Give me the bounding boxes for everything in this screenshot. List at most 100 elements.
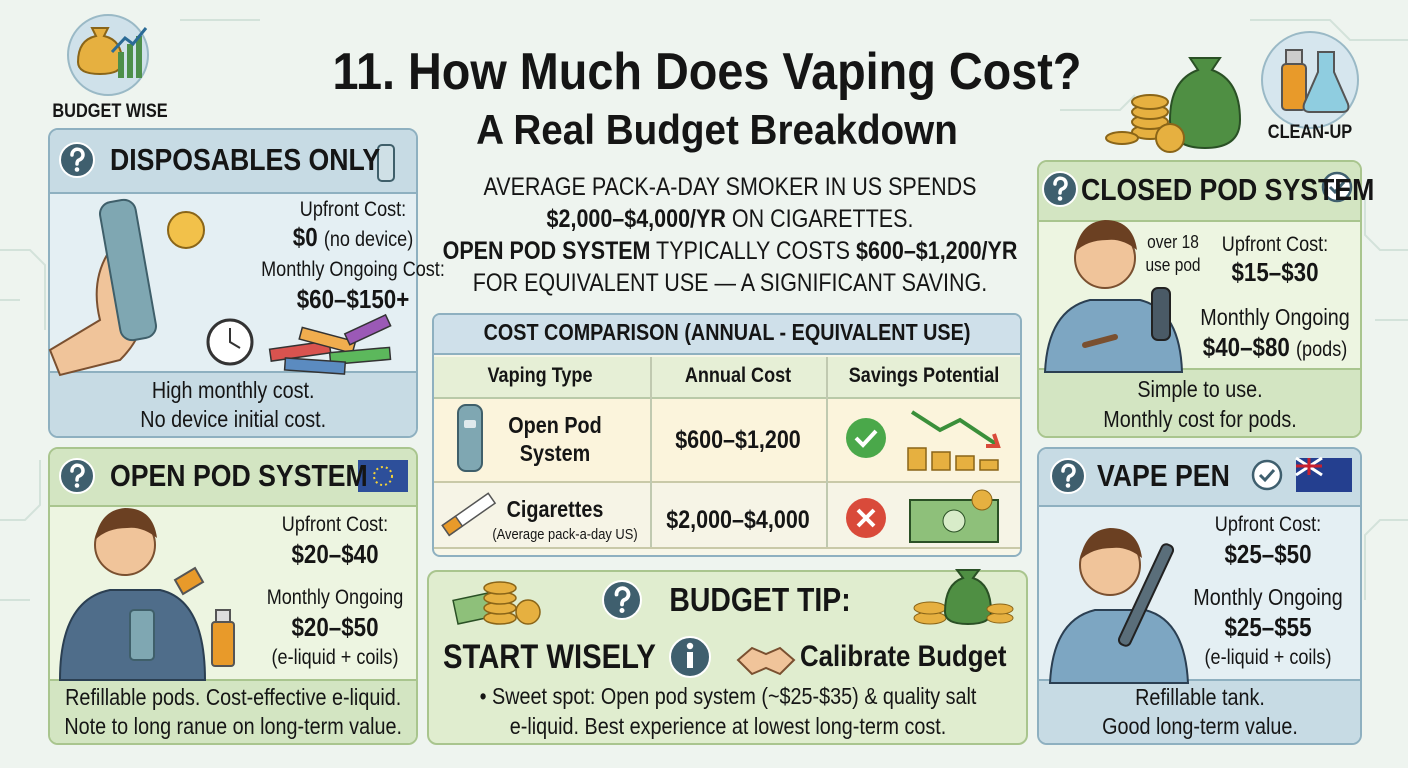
tip-right: Calibrate Budget <box>800 640 1007 673</box>
g-shape <box>1105 94 1185 153</box>
circle-shape <box>74 483 80 488</box>
card-footer <box>1039 679 1360 743</box>
path-shape <box>1296 458 1322 475</box>
card <box>1037 447 1362 745</box>
circle-shape <box>1251 459 1283 491</box>
rect-shape <box>377 144 395 182</box>
check-badge <box>1321 171 1353 203</box>
intro-line: AVERAGE PACK-A-DAY SMOKER IN US SPENDS <box>429 172 1031 202</box>
table-title: COST COMPARISON (ANNUAL - EQUIVALENT USE… <box>483 319 971 346</box>
rect-shape <box>343 313 392 346</box>
path-shape <box>986 433 1001 448</box>
card-footer-text: Simple to use. <box>1136 376 1263 403</box>
path-shape <box>1328 180 1346 195</box>
column-header: Savings Potential <box>848 364 1000 388</box>
side-label: over 18 <box>1147 232 1199 253</box>
rect-shape <box>907 447 927 471</box>
cost-label: Upfront Cost: <box>1214 513 1322 537</box>
tip-left: START WISELY <box>443 637 656 676</box>
card-footer <box>50 371 416 436</box>
card-footer-text: Monthly cost for pods. <box>1102 406 1297 433</box>
cost-value: $25–$55 <box>1139 612 1397 643</box>
question-icons <box>59 142 1086 620</box>
cost-value: $20–$50 <box>291 612 379 643</box>
card-footer-text: Note to long ranue on long-term value. <box>64 713 402 740</box>
card-text: DISPOSABLES ONLY Upfront Cost: $0 (no devi… <box>48 128 445 438</box>
circle-shape <box>1261 31 1359 129</box>
cost-note: (e-liquid + coils) <box>271 646 399 670</box>
path-shape <box>1250 19 1408 600</box>
cost-label: Upfront Cost: <box>281 513 389 537</box>
cost-value: $0 <box>292 222 318 253</box>
circle-shape <box>167 211 205 249</box>
rect-shape <box>1151 287 1171 341</box>
cost-label: Monthly Ongoing <box>1200 304 1350 331</box>
path-shape <box>854 429 878 448</box>
check-badge <box>1251 459 1283 491</box>
circle-shape <box>1321 171 1353 203</box>
rect-shape <box>457 404 483 472</box>
coins-down-icon <box>907 410 1001 471</box>
badge-label: CLEAN-UP <box>1267 122 1353 143</box>
cost-value: $60–$150+ <box>224 284 482 315</box>
cigarette-icon <box>441 492 497 537</box>
person-refilling-art <box>58 508 235 681</box>
circle-shape <box>686 642 694 650</box>
rect-shape <box>687 652 693 668</box>
rect-shape <box>441 515 464 537</box>
path-shape <box>736 646 796 676</box>
path-shape <box>180 19 1136 111</box>
cost-value: $60–$150+ <box>296 284 410 315</box>
intro-line: $2,000–$4,000/YR ON CIGARETTES. <box>429 204 1031 234</box>
column-rule <box>826 357 828 547</box>
path-shape <box>110 27 148 54</box>
vape-icon <box>377 144 395 182</box>
circle-shape <box>1065 483 1071 488</box>
card-footer-text: Refillable tank. <box>1134 684 1265 711</box>
vaping-type: Open Pod <box>508 412 602 439</box>
rect-shape <box>99 198 157 342</box>
intro-text: AVERAGE PACK-A-DAY SMOKER IN US SPENDS <box>483 173 977 201</box>
path-shape <box>70 463 85 482</box>
eu-flag <box>358 460 408 492</box>
g-shape <box>1042 171 1078 207</box>
cost-label: Monthly Ongoing Cost: <box>261 258 445 282</box>
cost-value: $25–$50 <box>1139 539 1397 570</box>
card-footer <box>1039 368 1360 436</box>
annual-cost: $2,000–$4,000 <box>666 506 810 534</box>
rect-shape <box>118 52 124 78</box>
g-shape <box>1050 458 1086 494</box>
subtitle: A Real Budget Breakdown <box>476 106 958 153</box>
g-shape <box>59 142 95 178</box>
path-shape <box>1258 468 1276 483</box>
cost-value: $25–$55 <box>1224 612 1312 643</box>
tip-bullet: e-liquid. Best experience at lowest long… <box>509 713 947 740</box>
cost-note: (pods) <box>1296 338 1348 362</box>
circle-shape <box>619 608 625 613</box>
au-flag <box>1295 456 1352 492</box>
path-shape <box>0 249 46 601</box>
cost-label: Monthly Ongoing <box>1193 584 1343 611</box>
cleanup-badge-icon <box>1261 31 1359 129</box>
vaping-type: System <box>519 440 591 467</box>
vaping-type: Cigarettes <box>506 496 604 523</box>
intro-text: FOR EQUIVALENT USE — A SIGNIFICANT SAVIN… <box>472 269 988 297</box>
intro-line: OPEN POD SYSTEM TYPICALLY COSTS $600–$1,… <box>429 236 1031 266</box>
cost-value: $20–$40 <box>206 539 464 570</box>
circle-shape <box>515 599 541 625</box>
card-title: OPEN POD SYSTEM <box>110 458 368 494</box>
path-shape <box>229 328 241 349</box>
card-footer-text: Refillable pods. Cost-effective e-liquid… <box>64 684 402 711</box>
path-shape <box>95 508 157 540</box>
column-header: Annual Cost <box>684 364 792 388</box>
path-shape <box>70 147 85 166</box>
rect-shape <box>358 460 408 492</box>
side-label: use pod <box>1145 255 1201 276</box>
circle-shape <box>942 509 966 533</box>
rect-shape <box>328 346 392 366</box>
rect-shape <box>955 455 975 471</box>
pod-icon <box>457 404 483 472</box>
ellipse-shape <box>913 601 947 615</box>
